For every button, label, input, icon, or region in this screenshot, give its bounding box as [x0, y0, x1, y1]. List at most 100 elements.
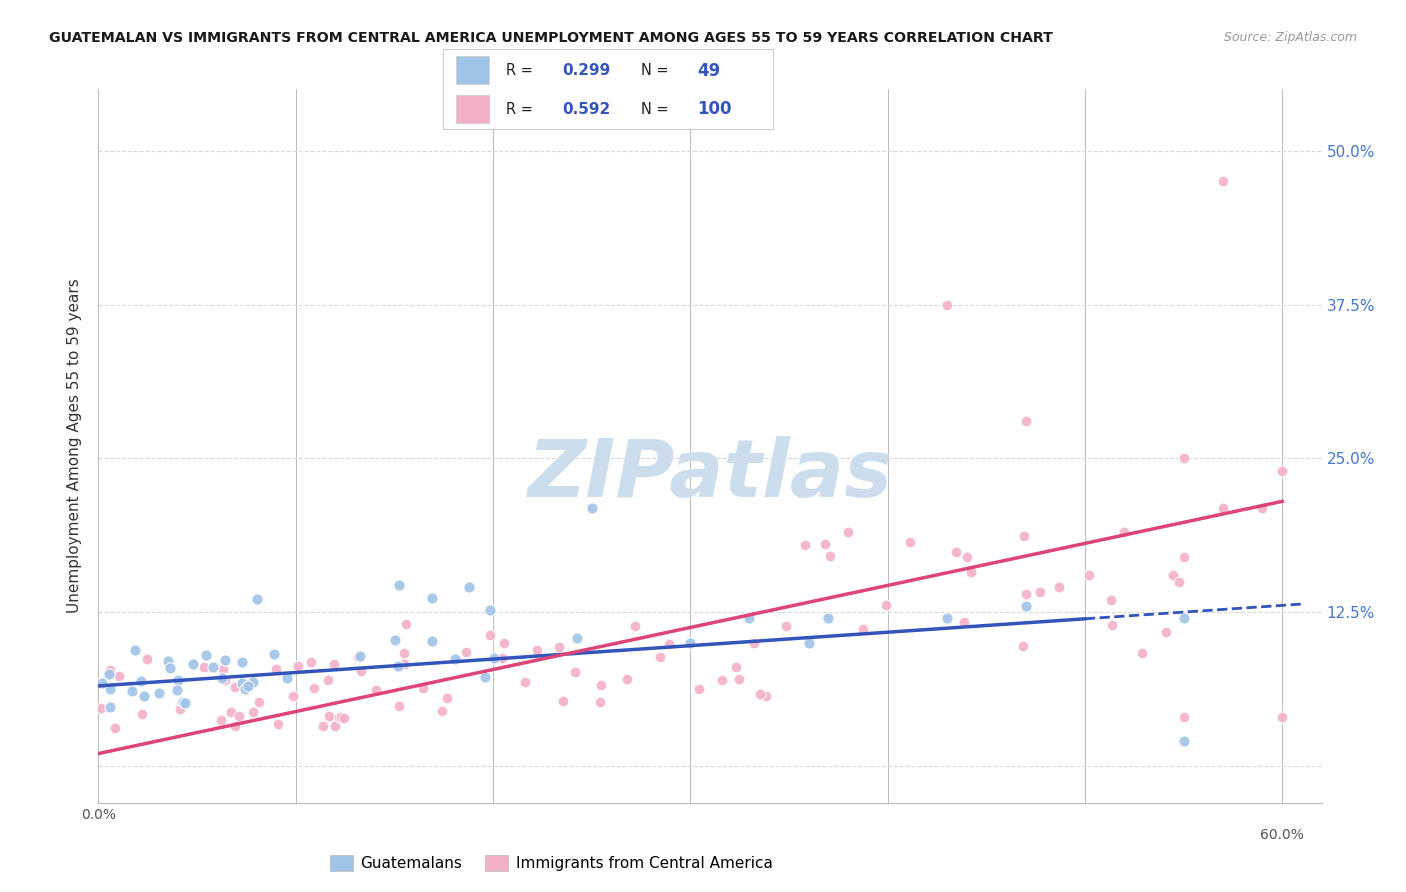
Point — [332, 711, 354, 725]
Point — [430, 704, 453, 718]
Point — [955, 549, 977, 564]
Point — [616, 673, 638, 687]
Point — [1130, 646, 1153, 660]
Point — [738, 611, 761, 625]
Bar — [456, 95, 489, 123]
Point — [688, 682, 710, 697]
Legend: Guatemalans, Immigrants from Central America: Guatemalans, Immigrants from Central Ame… — [323, 849, 779, 877]
Point — [193, 659, 215, 673]
Point — [1012, 529, 1035, 543]
Point — [591, 678, 613, 692]
Point — [658, 637, 681, 651]
Point — [474, 670, 496, 684]
Point — [491, 651, 513, 665]
Point — [395, 616, 418, 631]
Point — [1168, 574, 1191, 589]
Point — [387, 699, 409, 714]
Text: R =: R = — [506, 63, 537, 78]
Point — [264, 662, 287, 676]
Point — [169, 702, 191, 716]
Point — [283, 690, 305, 704]
Point — [679, 636, 702, 650]
Point — [323, 719, 346, 733]
Point — [513, 674, 536, 689]
Point — [797, 636, 820, 650]
Text: R =: R = — [506, 102, 537, 117]
Point — [159, 661, 181, 675]
Point — [219, 705, 242, 719]
Point — [478, 628, 501, 642]
Point — [492, 635, 515, 649]
Point — [1012, 639, 1035, 653]
Point — [132, 690, 155, 704]
Text: 0.592: 0.592 — [562, 102, 610, 117]
Point — [898, 535, 921, 549]
Point — [482, 651, 505, 665]
Point — [323, 712, 346, 726]
Text: 0.299: 0.299 — [562, 63, 610, 78]
Point — [323, 657, 346, 672]
Point — [1271, 709, 1294, 723]
Point — [148, 686, 170, 700]
Point — [366, 682, 388, 697]
Point — [246, 591, 269, 606]
Point — [211, 671, 233, 685]
Point — [458, 581, 481, 595]
Bar — [456, 56, 489, 85]
Text: 100: 100 — [697, 100, 731, 119]
Point — [727, 672, 749, 686]
Point — [749, 687, 772, 701]
Point — [104, 722, 127, 736]
Point — [793, 538, 815, 552]
Point — [444, 652, 467, 666]
Point — [124, 642, 146, 657]
Point — [330, 710, 353, 724]
Y-axis label: Unemployment Among Ages 55 to 59 years: Unemployment Among Ages 55 to 59 years — [67, 278, 83, 614]
Point — [852, 622, 875, 636]
Point — [412, 681, 434, 696]
Point — [420, 591, 443, 606]
Point — [194, 648, 217, 662]
Point — [90, 701, 112, 715]
Point — [316, 673, 339, 688]
Point — [238, 679, 260, 693]
Point — [214, 653, 236, 667]
Point — [299, 655, 322, 669]
Point — [725, 660, 748, 674]
Point — [349, 649, 371, 664]
Point — [235, 682, 257, 697]
Point — [392, 646, 415, 660]
Point — [387, 659, 409, 673]
Point — [436, 690, 458, 705]
Point — [136, 652, 159, 666]
Point — [172, 694, 194, 708]
Point — [837, 525, 859, 540]
Point — [1173, 734, 1195, 748]
Point — [100, 663, 122, 677]
Point — [875, 599, 897, 613]
Text: ZIPatlas: ZIPatlas — [527, 435, 893, 514]
Text: 60.0%: 60.0% — [1260, 828, 1305, 842]
Point — [201, 660, 224, 674]
Point — [565, 632, 588, 646]
Point — [454, 645, 477, 659]
Text: N =: N = — [641, 102, 673, 117]
Point — [108, 669, 131, 683]
Text: GUATEMALAN VS IMMIGRANTS FROM CENTRAL AMERICA UNEMPLOYMENT AMONG AGES 55 TO 59 Y: GUATEMALAN VS IMMIGRANTS FROM CENTRAL AM… — [49, 31, 1053, 45]
Point — [1101, 617, 1123, 632]
Text: Source: ZipAtlas.com: Source: ZipAtlas.com — [1223, 31, 1357, 45]
Point — [1015, 599, 1038, 613]
Point — [775, 619, 797, 633]
Point — [156, 654, 179, 668]
Text: N =: N = — [641, 63, 673, 78]
Point — [1173, 549, 1195, 564]
Point — [231, 655, 253, 669]
Point — [91, 675, 114, 690]
Point — [1173, 611, 1195, 625]
Point — [384, 632, 406, 647]
Point — [526, 643, 548, 657]
Point — [1154, 624, 1177, 639]
Point — [121, 683, 143, 698]
Point — [1047, 580, 1070, 594]
Point — [817, 611, 839, 625]
